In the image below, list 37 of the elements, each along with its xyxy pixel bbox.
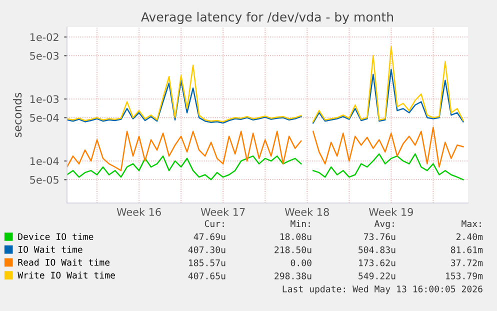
- text: 407.30u: [188, 246, 226, 254]
- text: 173.62u: [359, 259, 396, 266]
- text: 504.83u: [358, 246, 396, 254]
- text: 218.50u: [274, 246, 312, 254]
- text: 2.40m: [456, 233, 483, 240]
- legend-label: Write IO Wait time: [18, 272, 115, 279]
- text: 47.69u: [194, 233, 226, 240]
- text: Max:: [462, 220, 481, 228]
- text: 407.65u: [188, 272, 226, 280]
- x-tick-label: Week 17: [200, 208, 245, 216]
- text: 185.57u: [189, 259, 226, 266]
- x-tick-label: Week 18: [284, 208, 329, 216]
- text: 18.08u: [280, 233, 312, 240]
- y-axis-title: seconds: [13, 92, 22, 138]
- legend-label: IO Wait time: [18, 246, 82, 253]
- text: Last update: Wed May 13 16:00:05 2026: [282, 285, 482, 294]
- text: Min:: [290, 220, 310, 227]
- y-tick-label: 1e-03: [30, 95, 59, 104]
- x-tick-label: Week 16: [116, 208, 161, 216]
- text: 37.72m: [450, 259, 483, 266]
- y-tick-label: 5e-03: [30, 52, 59, 60]
- text: 73.76u: [364, 233, 396, 240]
- y-tick-label: 5e-05: [30, 176, 58, 184]
- legend-label: Read IO Wait time: [18, 258, 110, 266]
- text: 153.79m: [446, 272, 483, 280]
- text: Avg:: [374, 220, 394, 229]
- y-tick-label: 1e-04: [30, 157, 59, 166]
- text: 0.00: [290, 259, 312, 266]
- text: 81.61m: [450, 246, 483, 254]
- text: 298.38u: [274, 272, 312, 280]
- text: Cur:: [204, 220, 224, 228]
- x-tick-label: Week 19: [368, 208, 413, 216]
- y-tick-label: 1e-02: [30, 33, 58, 42]
- chart-title: Average latency for /dev/vda - by month: [141, 12, 393, 24]
- y-tick-label: 5e-04: [30, 114, 59, 122]
- legend-label: Device IO time: [18, 233, 94, 240]
- text: 549.22u: [358, 272, 396, 280]
